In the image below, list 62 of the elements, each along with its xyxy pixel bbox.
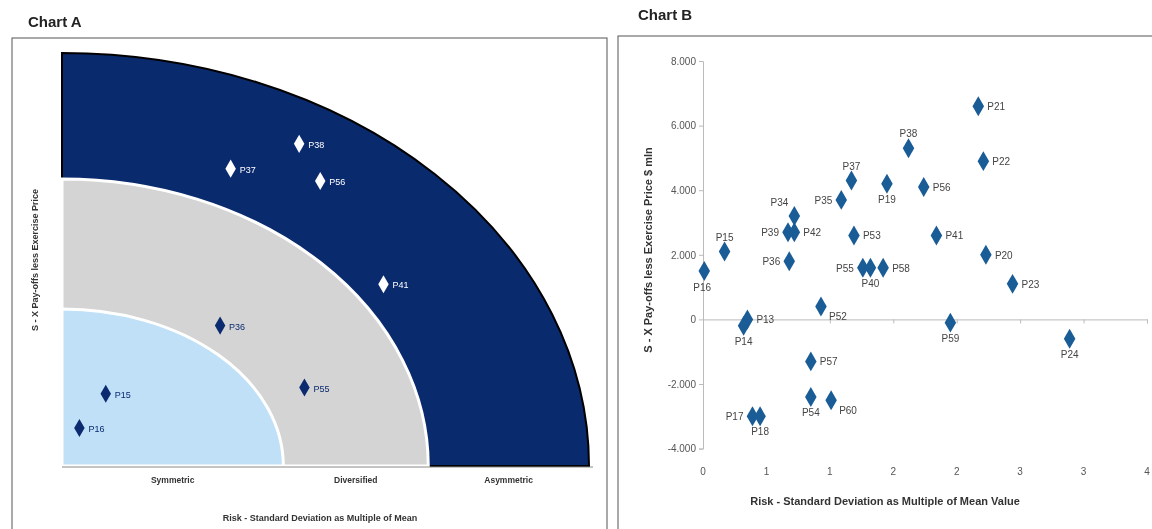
data-label: P35 — [814, 194, 833, 206]
text: P15 — [114, 389, 131, 400]
text: Risk - Standard Deviation as Multiple of Mean — [222, 513, 418, 523]
text: Symmetric — [150, 475, 195, 485]
y-tick-label: -4.000 — [667, 443, 697, 455]
x-tick-label: 2 — [890, 465, 897, 477]
x-tick-label: 1 — [763, 465, 770, 477]
data-label: P41 — [945, 230, 964, 242]
text: P16 — [88, 424, 105, 434]
data-label: P40 — [861, 277, 880, 289]
data-label: P18 — [751, 426, 770, 438]
y-tick-label: 8.000 — [670, 55, 697, 67]
y-tick-label: 6.000 — [670, 120, 697, 132]
x-tick-label: 3 — [1080, 465, 1087, 477]
data-label: P57 — [819, 356, 839, 368]
y-tick-label: 0 — [690, 314, 697, 326]
x-tick-label: 3 — [1017, 465, 1024, 477]
x-tick-label: 1 — [827, 465, 834, 477]
data-label: P34 — [770, 197, 789, 209]
text: S - X Pay-offs less Exercise Price — [30, 188, 40, 332]
text: P55 — [313, 383, 330, 394]
text: Diversified — [334, 475, 378, 485]
data-label: P21 — [987, 101, 1006, 113]
text: Asymmetric — [484, 475, 534, 485]
data-label: P59 — [941, 332, 960, 344]
data-label: P39 — [761, 227, 780, 239]
data-label: P60 — [839, 405, 858, 417]
data-label: P22 — [992, 156, 1011, 168]
text: P37 — [239, 164, 256, 175]
data-label: P42 — [803, 227, 822, 239]
text: P41 — [392, 280, 409, 291]
data-label: P24 — [1060, 348, 1079, 360]
data-label: P53 — [862, 230, 882, 242]
y-axis-title: S - X Pay-offs less Exercise Price $ mln — [642, 147, 654, 353]
data-label: P19 — [878, 193, 897, 205]
x-tick-label: 4 — [1144, 465, 1151, 477]
x-axis-title: Risk - Standard Deviation as Multiple of Mean Value — [750, 495, 1020, 507]
x-tick-label: 2 — [953, 465, 960, 477]
data-label: P38 — [899, 128, 918, 140]
data-label: P16 — [693, 281, 712, 293]
y-tick-label: 4.000 — [670, 184, 697, 196]
data-label: P58 — [892, 262, 911, 274]
data-label: P37 — [842, 160, 861, 172]
data-label: P36 — [762, 256, 781, 268]
x-tick-label: 0 — [700, 465, 707, 477]
data-label: P17 — [725, 411, 744, 423]
chart-title: Chart B — [638, 6, 693, 23]
data-label: P13 — [756, 314, 775, 326]
data-label: P55 — [836, 262, 855, 274]
data-label: P23 — [1021, 278, 1040, 290]
data-label: P20 — [994, 249, 1014, 261]
data-label: P52 — [828, 311, 848, 323]
text: P56 — [329, 177, 346, 188]
text: P36 — [229, 321, 246, 332]
data-label: P54 — [801, 406, 821, 418]
text: P38 — [308, 139, 325, 150]
y-tick-label: -2.000 — [667, 378, 697, 390]
y-tick-label: 2.000 — [670, 249, 697, 261]
data-label: P15 — [715, 231, 734, 243]
data-label: P14 — [734, 335, 753, 347]
data-label: P56 — [932, 181, 951, 193]
text: Chart A — [28, 13, 82, 30]
